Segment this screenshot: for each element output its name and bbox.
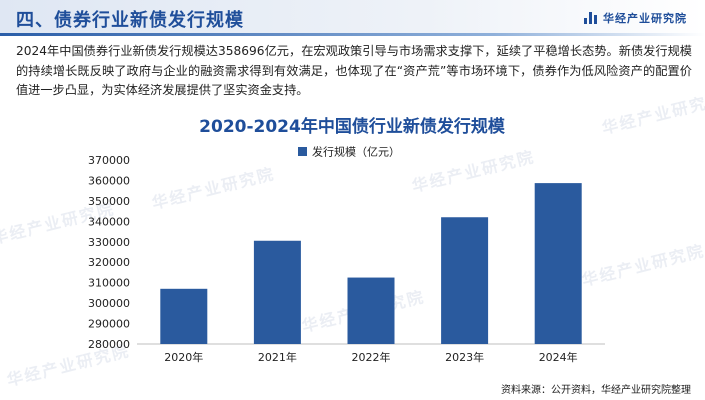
y-tick-label: 320000 (88, 256, 130, 269)
bar (534, 183, 582, 344)
brand-name: 华经产业研究院 (603, 12, 687, 25)
y-tick-label: 350000 (88, 195, 130, 208)
description-paragraph: 2024年中国债券行业新债发行规模达358696亿元，在宏观政策引导与市场需求支… (16, 44, 692, 97)
legend-label: 发行规模（亿元） (312, 145, 400, 159)
bar (347, 277, 395, 344)
brand-logo-icon (584, 12, 597, 24)
y-tick-label: 280000 (88, 338, 130, 351)
x-tick-label: 2020年 (164, 350, 203, 364)
legend-swatch (298, 147, 307, 156)
y-tick-label: 370000 (88, 154, 130, 167)
x-tick-label: 2024年 (539, 350, 578, 364)
y-tick-label: 290000 (88, 318, 130, 331)
chart-title: 2020-2024年中国债行业新债发行规模 (199, 116, 506, 137)
y-tick-label: 310000 (88, 277, 130, 290)
bar (160, 288, 208, 344)
section-title: 四、债券行业新债发行规模 (16, 10, 244, 31)
y-tick-label: 340000 (88, 215, 130, 228)
y-tick-label: 330000 (88, 236, 130, 249)
bar (253, 240, 301, 344)
x-tick-label: 2023年 (445, 350, 484, 364)
y-tick-label: 300000 (88, 297, 130, 310)
brand: 华经产业研究院 (584, 10, 687, 26)
bar (441, 217, 489, 344)
header-underline (0, 33, 705, 36)
x-tick-label: 2021年 (258, 350, 297, 364)
source-footnote: 资料来源：公开资料，华经产业研究院整理 (501, 385, 691, 396)
y-tick-label: 360000 (88, 174, 130, 187)
section-header: 四、债券行业新债发行规模 华经产业研究院 (0, 0, 705, 34)
bar-chart: 2020-2024年中国债行业新债发行规模发行规模（亿元） 280000 29000… (0, 108, 705, 380)
x-tick-label: 2022年 (352, 350, 391, 364)
